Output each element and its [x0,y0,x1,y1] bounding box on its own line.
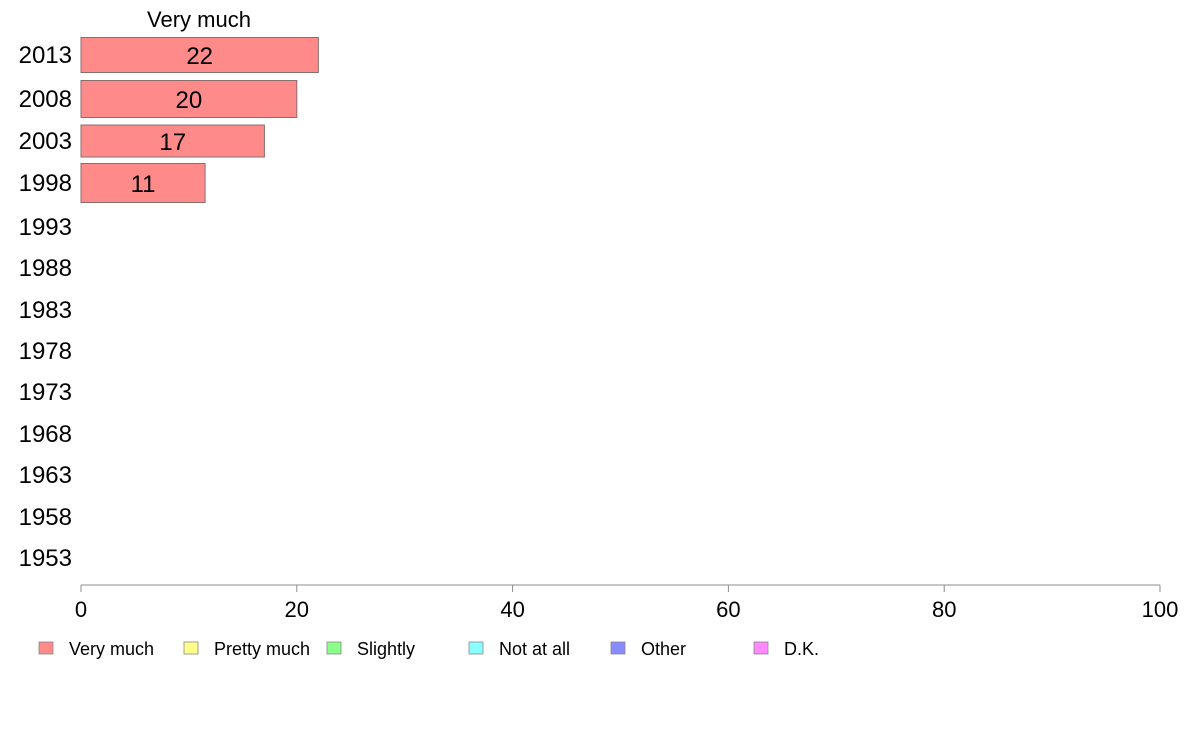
x-tick-label-0: 0 [75,597,87,622]
bar-label-2013: 22 [186,43,213,70]
x-tick-label-20: 20 [285,597,309,622]
y-tick-label-1968: 1968 [19,421,72,448]
bar-2003-very-much [80,124,265,158]
x-tick-label-40: 40 [500,597,524,622]
legend-label-other: Other [641,639,686,659]
y-tick-label-1953: 1953 [19,545,72,572]
y-tick-label-1973: 1973 [19,379,72,406]
legend-swatch-very-much [38,641,54,655]
legend-label-d-k-: D.K. [784,639,819,659]
legend-label-very-much: Very much [69,639,154,659]
bar-label-2003: 17 [159,129,186,156]
legend-swatch-other [610,641,626,655]
y-tick-label-2008: 2008 [19,86,72,113]
bar-1998-very-much [80,163,206,203]
legend-swatch-d-k- [753,641,769,655]
y-tick-label-1958: 1958 [19,504,72,531]
bar-label-2008: 20 [176,87,203,114]
x-tick-label-60: 60 [716,597,740,622]
legend-swatch-pretty-much [183,641,199,655]
x-tick-label-100: 100 [1142,597,1179,622]
y-tick-label-1978: 1978 [19,338,72,365]
y-tick-label-1998: 1998 [19,170,72,197]
y-tick-label-2013: 2013 [19,42,72,69]
y-tick-label-1963: 1963 [19,462,72,489]
column-header: Very much [147,7,251,32]
legend-swatch-slightly [326,641,342,655]
bar-2013-very-much [80,37,319,73]
y-tick-label-1983: 1983 [19,297,72,324]
y-tick-label-2003: 2003 [19,128,72,155]
legend-label-not-at-all: Not at all [499,639,570,659]
legend-swatch-not-at-all [468,641,484,655]
x-tick-label-80: 80 [932,597,956,622]
legend-label-pretty-much: Pretty much [214,639,310,659]
legend-label-slightly: Slightly [357,639,415,659]
bar-2008-very-much [80,80,298,118]
bar-label-1998: 11 [131,171,156,198]
y-tick-label-1988: 1988 [19,255,72,282]
y-tick-label-1993: 1993 [19,214,72,241]
